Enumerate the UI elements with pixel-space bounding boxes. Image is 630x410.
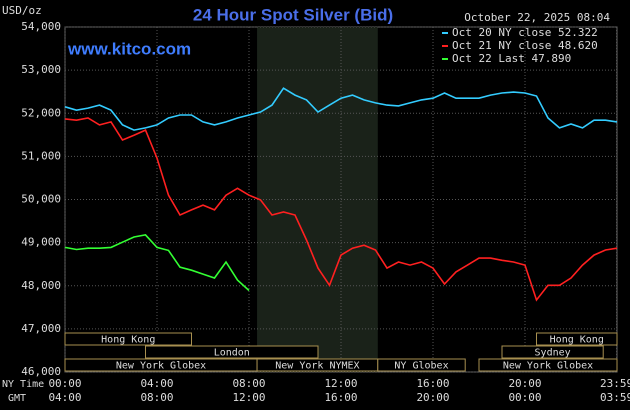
y-tick-label: 47,000 (21, 322, 61, 335)
y-tick-label: 49,000 (21, 236, 61, 249)
x2-tick-label: 03:59 (600, 391, 630, 404)
y-tick-label: 46,000 (21, 365, 61, 378)
x2-tick-label: 12:00 (232, 391, 265, 404)
x-tick-label: 00:00 (48, 377, 81, 390)
session-bar (377, 358, 466, 372)
x-tick-label: 16:00 (416, 377, 449, 390)
x-tick-label: 12:00 (324, 377, 357, 390)
legend-label: Oct 22 Last 47.890 (452, 52, 571, 65)
session-bar (145, 345, 319, 359)
x-axis-label: NY Time (2, 379, 44, 390)
website: www.kitco.com (67, 39, 191, 58)
session-label: New York Globex (116, 361, 206, 372)
y-tick-label: 48,000 (21, 279, 61, 292)
x-tick-label: 23:59 (600, 377, 630, 390)
session-label: Hong Kong (101, 335, 155, 346)
session-label: Hong Kong (550, 335, 604, 346)
session-label: NY Globex (394, 361, 448, 372)
x-tick-label: 08:00 (232, 377, 265, 390)
x2-tick-label: 16:00 (324, 391, 357, 404)
x2-tick-label: 08:00 (140, 391, 173, 404)
x2-tick-label: 20:00 (416, 391, 449, 404)
series-line (64, 234, 250, 292)
x2-tick-label: 04:00 (48, 391, 81, 404)
session-bar (478, 358, 618, 372)
x2-axis-label: GMT (8, 393, 26, 404)
y-tick-label: 53,000 (21, 63, 61, 76)
y-tick-label: 52,000 (21, 106, 61, 119)
y-tick-label: 54,000 (21, 20, 61, 33)
session-label: London (214, 348, 250, 359)
session-label: Sydney (535, 348, 571, 359)
session-bar (536, 332, 618, 346)
y-axis-label: USD/oz (2, 4, 42, 17)
y-tick-label: 50,000 (21, 193, 61, 206)
timestamp: October 22, 2025 08:04 (464, 11, 610, 24)
session-bar (64, 332, 192, 346)
series-line (64, 87, 618, 131)
series-line (64, 117, 618, 302)
chart-title: 24 Hour Spot Silver (Bid) (193, 5, 393, 24)
session-bar (501, 345, 604, 359)
x-tick-label: 04:00 (140, 377, 173, 390)
legend-label: Oct 20 NY close 52.322 (452, 26, 598, 39)
y-tick-label: 51,000 (21, 149, 61, 162)
legend-label: Oct 21 NY close 48.620 (452, 39, 598, 52)
session-label: New York Globex (503, 361, 593, 372)
session-label: New York NYMEX (275, 361, 359, 372)
x-tick-label: 20:00 (508, 377, 541, 390)
x2-tick-label: 00:00 (508, 391, 541, 404)
